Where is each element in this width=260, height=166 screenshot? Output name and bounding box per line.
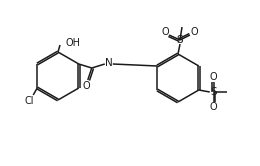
Text: O: O — [190, 27, 198, 37]
Text: S: S — [211, 87, 217, 97]
Text: O: O — [83, 81, 90, 91]
Text: O: O — [210, 72, 218, 82]
Text: S: S — [177, 35, 183, 45]
Text: O: O — [161, 27, 169, 37]
Text: O: O — [210, 102, 218, 112]
Text: N: N — [105, 58, 113, 68]
Text: OH: OH — [66, 38, 81, 48]
Text: Cl: Cl — [24, 96, 34, 106]
